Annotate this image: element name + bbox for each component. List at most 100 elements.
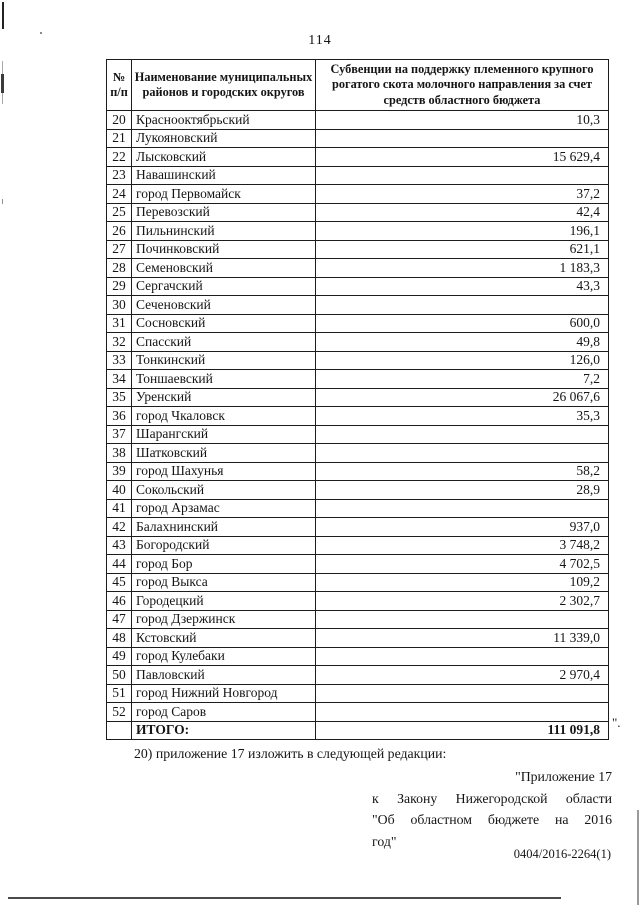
subvention-value: 937,0	[315, 517, 609, 537]
row-number: 29	[106, 276, 132, 297]
district-name: Шатковский	[131, 443, 316, 463]
table-row: 41 город Арзамас	[106, 498, 609, 519]
subvention-value	[315, 498, 609, 519]
table-row: 51 город Нижний Новгород	[106, 683, 609, 704]
district-name: Сосновский	[131, 313, 316, 334]
row-number: 33	[106, 350, 132, 371]
district-name: Шарангский	[131, 424, 316, 445]
district-name: Балахнинский	[131, 517, 316, 537]
district-name: город Дзержинск	[131, 609, 316, 630]
district-name: Перевозский	[131, 202, 316, 223]
row-number: 39	[106, 461, 132, 482]
subvention-value: 7,2	[315, 369, 609, 389]
subvention-value: 42,4	[315, 202, 609, 223]
table-row: 40 Сокольский 28,9	[106, 480, 609, 500]
table-row: 49 город Кулебаки	[106, 646, 609, 667]
district-name: Уренский	[131, 387, 316, 408]
district-name: Пильнинский	[131, 221, 316, 241]
subvention-value: 3 748,2	[315, 535, 609, 556]
subvention-value: 28,9	[315, 480, 609, 500]
row-number: 31	[106, 313, 132, 334]
district-name: город Саров	[131, 702, 316, 722]
row-number: 28	[106, 258, 132, 278]
row-number: 37	[106, 424, 132, 445]
subvention-value	[315, 165, 609, 186]
district-name: Лысковский	[131, 147, 316, 167]
col-header-subvention: Субвенции на поддержку племенного крупно…	[315, 58, 609, 112]
scan-artifact	[637, 810, 639, 905]
subvention-value: 2 970,4	[315, 665, 609, 685]
total-value: 111 091,8	[315, 720, 609, 741]
table-row: 39 город Шахунья 58,2	[106, 461, 609, 482]
district-name: Навашинский	[131, 165, 316, 186]
district-name: Сеченовский	[131, 295, 316, 315]
subvention-value	[315, 295, 609, 315]
row-number: 46	[106, 591, 132, 611]
subvention-value: 49,8	[315, 332, 609, 352]
table-row: 21 Лукояновский	[106, 128, 609, 149]
annex-line: к Закону Нижегородской области	[372, 790, 612, 806]
table-row: 31 Сосновский 600,0	[106, 313, 609, 334]
subvention-value: 35,3	[315, 406, 609, 426]
document-code: 0404/2016-2264(1)	[513, 847, 611, 861]
row-number: 42	[106, 517, 132, 537]
district-name: Лукояновский	[131, 128, 316, 149]
table-row: 45 город Выкса 109,2	[106, 572, 609, 593]
row-number: 27	[106, 239, 132, 260]
amendment-paragraph: 20) приложение 17 изложить в следующей р…	[134, 746, 447, 761]
table-row: 20 Краснооктябрьский 10,3	[106, 110, 609, 130]
subvention-value: 26 067,6	[315, 387, 609, 408]
district-name: Сокольский	[131, 480, 316, 500]
subvention-value: 621,1	[315, 239, 609, 260]
subvention-value: 109,2	[315, 572, 609, 593]
subvention-value: 1 183,3	[315, 258, 609, 278]
district-name: Городецкий	[131, 591, 316, 611]
row-number: 36	[106, 406, 132, 426]
row-number: 32	[106, 332, 132, 352]
row-number: 40	[106, 480, 132, 500]
table-row: 47 город Дзержинск	[106, 609, 609, 630]
row-number: 38	[106, 443, 132, 463]
row-number: 24	[106, 184, 132, 204]
table-header-row: № п/п Наименование муниципальных районов…	[106, 58, 609, 112]
subvention-value: 10,3	[315, 110, 609, 130]
row-number: 20	[106, 110, 132, 130]
row-number: 35	[106, 387, 132, 408]
row-number: 44	[106, 554, 132, 574]
row-number: 30	[106, 295, 132, 315]
table-row: 52 город Саров	[106, 702, 609, 722]
district-name: Тонкинский	[131, 350, 316, 371]
col-header-num: № п/п	[106, 58, 132, 112]
table-row: 32 Спасский 49,8	[106, 332, 609, 352]
table-row: 30 Сеченовский	[106, 295, 609, 315]
district-name: Краснооктябрьский	[131, 110, 316, 130]
row-number: 22	[106, 147, 132, 167]
subvention-value: 37,2	[315, 184, 609, 204]
subvention-value: 600,0	[315, 313, 609, 334]
subvention-value: 126,0	[315, 350, 609, 371]
subvention-value	[315, 424, 609, 445]
district-name: Семеновский	[131, 258, 316, 278]
row-number: 49	[106, 646, 132, 667]
table-row: 24 город Первомайск 37,2	[106, 184, 609, 204]
table-row: 28 Семеновский 1 183,3	[106, 258, 609, 278]
page-number: 114	[308, 33, 332, 48]
table-row: 25 Перевозский 42,4	[106, 202, 609, 223]
subvention-value	[315, 702, 609, 722]
scan-artifact	[1, 74, 4, 93]
district-name: Сергачский	[131, 276, 316, 297]
row-number: 45	[106, 572, 132, 593]
subvention-value: 2 302,7	[315, 591, 609, 611]
scan-artifact	[2, 199, 3, 204]
annex-line: год"	[372, 833, 397, 849]
subvention-value	[315, 609, 609, 630]
subvention-value: 58,2	[315, 461, 609, 482]
subvention-value: 43,3	[315, 276, 609, 297]
district-name: Починковский	[131, 239, 316, 260]
row-number: 48	[106, 628, 132, 648]
subvention-value	[315, 646, 609, 667]
subvention-value: 11 339,0	[315, 628, 609, 648]
district-name: Павловский	[131, 665, 316, 685]
row-number: 21	[106, 128, 132, 149]
